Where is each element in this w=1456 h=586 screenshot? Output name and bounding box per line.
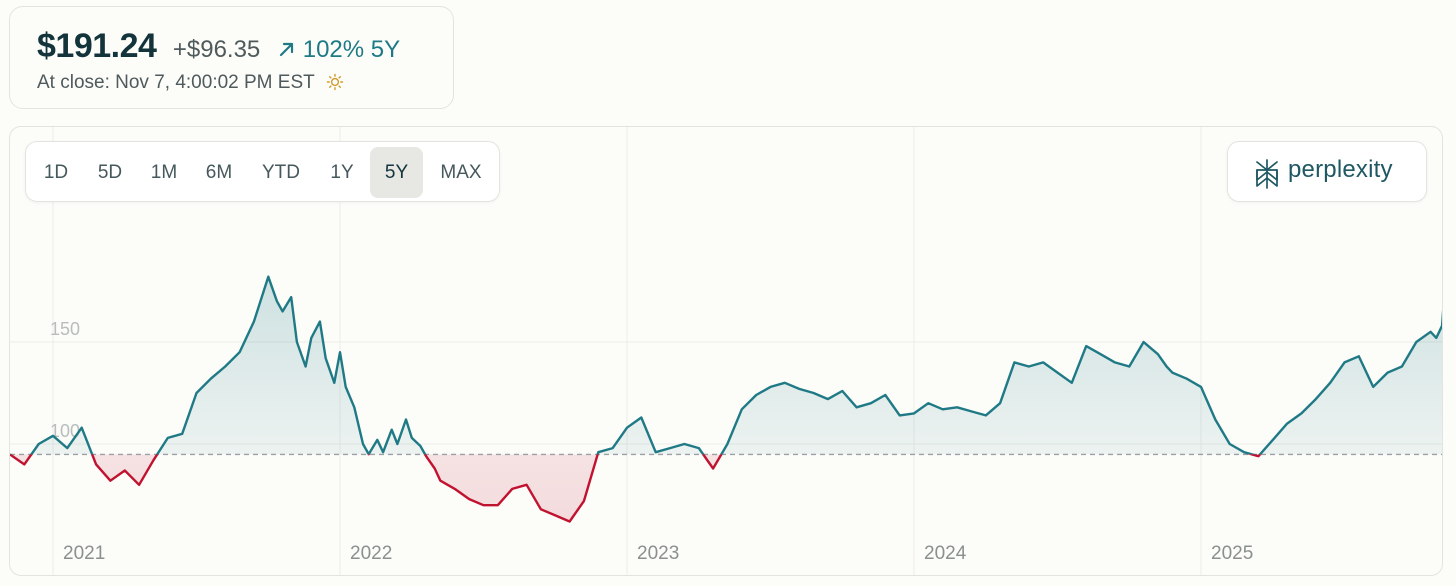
x-tick-label: 2022 xyxy=(350,543,392,564)
sun-icon xyxy=(326,73,343,91)
percent-change-label: 102% 5Y xyxy=(302,36,401,63)
brand-name: perplexity xyxy=(1288,156,1393,183)
range-max-button[interactable]: MAX xyxy=(440,162,482,183)
gain-area xyxy=(10,276,1442,455)
current-price: $191.24 xyxy=(37,27,157,65)
x-tick-label: 2021 xyxy=(63,543,105,564)
range-5y-button[interactable]: 5Y xyxy=(370,147,423,198)
loss-area xyxy=(10,454,1260,522)
quote-card: $191.24 +$96.35 102% 5Y At close: Nov 7,… xyxy=(9,6,454,109)
range-6m-button[interactable]: 6M xyxy=(205,162,233,183)
chart-panel: 100 150 2021 2022 2023 2024 2025 1D 5D 1M 6M Y… xyxy=(9,126,1443,576)
x-tick-label: 2023 xyxy=(637,543,679,564)
x-tick-label: 2025 xyxy=(1211,543,1253,564)
arrow-up-right-icon xyxy=(279,42,293,57)
range-5d-button[interactable]: 5D xyxy=(97,162,123,183)
x-tick-label: 2024 xyxy=(924,543,967,564)
perplexity-logo-icon xyxy=(1256,159,1278,189)
close-time: At close: Nov 7, 4:00:02 PM EST xyxy=(37,72,344,94)
price-change: +$96.35 xyxy=(172,36,261,63)
range-1y-button[interactable]: 1Y xyxy=(330,162,354,183)
close-time-label: At close: Nov 7, 4:00:02 PM EST xyxy=(37,72,315,93)
quote-summary-row: $191.24 +$96.35 102% 5Y xyxy=(37,27,400,66)
price-line-up xyxy=(10,275,1442,455)
price-chart[interactable]: 100 150 2021 2022 2023 2024 2025 xyxy=(10,127,1443,576)
y-tick-label: 150 xyxy=(50,319,80,339)
range-1m-button[interactable]: 1M xyxy=(150,162,178,183)
percent-change: 102% 5Y xyxy=(277,36,400,63)
brand-badge[interactable]: perplexity xyxy=(1227,141,1427,202)
y-tick-label: 100 xyxy=(50,421,80,441)
range-ytd-button[interactable]: YTD xyxy=(262,162,300,183)
time-range-selector: 1D 5D 1M 6M YTD 1Y 5Y MAX xyxy=(25,141,500,202)
range-1d-button[interactable]: 1D xyxy=(43,162,69,183)
